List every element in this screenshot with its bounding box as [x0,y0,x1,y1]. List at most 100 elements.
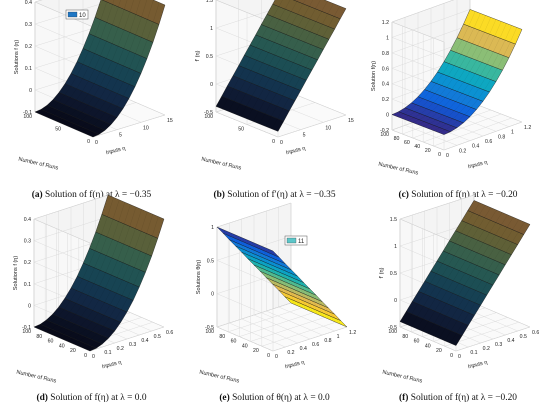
y-gridline [422,228,497,337]
caption-b-label: (b) [213,190,225,200]
surface-mesh-line [228,231,303,308]
surface-mesh-line [58,0,128,123]
tick-labels: -0.5 0 0.5 1 1.5 0 5 10 15 0 50 100 [204,0,354,146]
surface-plot-e: -0.5 0 0.5 1 0 0.2 0.4 0.6 0.8 1 1.2 0 20 40 60 80 100 So… [196,202,356,385]
x-tick-label: 0.2 [459,148,466,154]
surface-mesh-line [267,248,342,325]
z-tick-label: -0.1 [23,110,32,116]
y-gridline [423,34,502,143]
y-axis-title: Number of Runs [382,370,423,385]
tick-labels: -0.5 0 0.5 1 0 0.2 0.4 0.6 0.8 1 1.2 0 20 40 60 80 100 [205,225,356,360]
surface-mesh-line [239,236,314,313]
z-tick-label: 0.2 [382,97,389,103]
x-axis-title: Inputs η [284,360,305,371]
z-tick-label: 0 [210,82,213,88]
surface-mesh-line [52,0,121,120]
x-tick-label: 0.2 [117,346,124,352]
surface-mesh-line [240,0,306,117]
y-tick-label: 0 [84,353,87,359]
surface-mesh-line [422,209,497,332]
z-tick-label: -0.5 [388,325,397,331]
surface-plot-b: -0.5 0 0.5 1 1.5 0 5 10 15 0 50 100 f′ (η) Number of … [195,0,354,172]
x-tick-label: 0 [446,153,449,159]
panel-d: -0.1 0 0.1 0.2 0.3 0.4 0 0.1 0.2 0.3 0.4 0.5 0.6 0 20 4… [0,194,183,411]
y-tick-label: 0 [438,152,441,158]
caption-c-label: (c) [398,190,409,200]
z-axis-title: Solutions f (η) [13,256,19,291]
surface-mesh-line [439,217,514,339]
x-tick-label: 0.5 [154,334,161,340]
x-tick-label: 0.8 [324,338,331,344]
surface-mesh-line [402,13,481,119]
surface-mesh-line [75,0,147,130]
surface-mesh-line [234,0,298,114]
caption-e-label: (e) [219,393,230,403]
z-tick-label: 0.2 [24,260,31,266]
caption-f-label: (f) [399,393,409,403]
z-tick-label: 1.5 [390,217,397,223]
surface-mesh-line [233,234,308,311]
x-tick-label: 10 [143,125,149,131]
surface-mesh-line [417,19,497,125]
x-tick-label: 5 [303,133,306,139]
surface-mesh-line [433,214,508,337]
surface [33,194,165,352]
surface-mesh-line [253,0,321,122]
x-tick-label: 0.3 [129,342,136,348]
x-tick-label: 0.2 [483,346,490,352]
z-tick-label: 0.5 [206,54,213,60]
caption-e: (e) Solution of θ(η) at λ = 0.0 [183,393,366,403]
x-axis-title: Inputs η [285,146,306,157]
surface-mesh-line [261,246,336,323]
x-tick-label: 0.1 [104,350,111,356]
z-tick-label: 1.2 [382,20,389,26]
x-tick-label: 0.4 [507,338,514,344]
x-tick-label: 1.2 [524,125,531,131]
surface-mesh-line [428,23,507,129]
x-tick-label: 0 [280,140,283,146]
surface [34,0,166,138]
surface-mesh-line [444,219,519,341]
surface-mesh-line [84,216,159,349]
caption-a: (a) Solution of f(η) at λ = −0.35 [0,190,183,200]
caption-b: (b) Solution of f′(η) at λ = −0.35 [183,190,366,200]
x-tick-label: 0.2 [287,350,294,356]
surface-mesh-line [222,229,297,306]
caption-d-text: Solution of f(η) at λ = 0.0 [50,393,147,403]
x-tick-label: 1 [337,334,340,340]
z-tick-label: 0.5 [207,258,214,264]
y-tick-label: 0 [87,139,90,145]
y-gridline [261,246,336,347]
x-tick-label: 10 [325,125,331,131]
y-axis-title: Number of Runs [16,370,57,385]
surface-strip [272,0,341,30]
x-tick-label: 15 [167,118,173,124]
y-tick-label: 100 [388,329,397,335]
z-tick-label: 0.4 [25,0,32,6]
surface-strip [467,200,531,235]
z-tick-label: 0 [211,292,214,298]
surface-mesh-line [246,0,313,119]
y-tick-label: 50 [238,127,244,133]
surface-mesh-line [416,207,491,329]
z-tick-label: 0.5 [390,271,397,277]
y-axis-title: Number of Runs [18,157,59,172]
x-tick-label: 0.6 [485,139,492,145]
surface-strip [284,296,348,328]
surface-mesh-line [45,199,120,332]
legend-label: 10 [79,13,86,19]
z-tick-label: 1 [394,244,397,250]
z-gridline [215,0,279,26]
z-tick-label: 0 [386,113,389,119]
x-tick-label: 0 [458,354,461,360]
y-tick-label: 80 [402,334,408,340]
z-tick-label: 0.8 [382,51,389,57]
surface-strip [101,194,165,239]
y-gridline [250,241,325,342]
surface-mesh-line [67,209,142,342]
legend: 10 [65,9,89,20]
tick-labels: -0.2 0 0.2 0.4 0.6 0.8 1 1.2 0 0.2 0.4 0.6 0.8 1 1.2 0 2… [380,20,531,159]
surface [399,200,531,346]
surface-mesh-line [81,0,154,133]
x-tick-label: 0.6 [166,330,173,336]
